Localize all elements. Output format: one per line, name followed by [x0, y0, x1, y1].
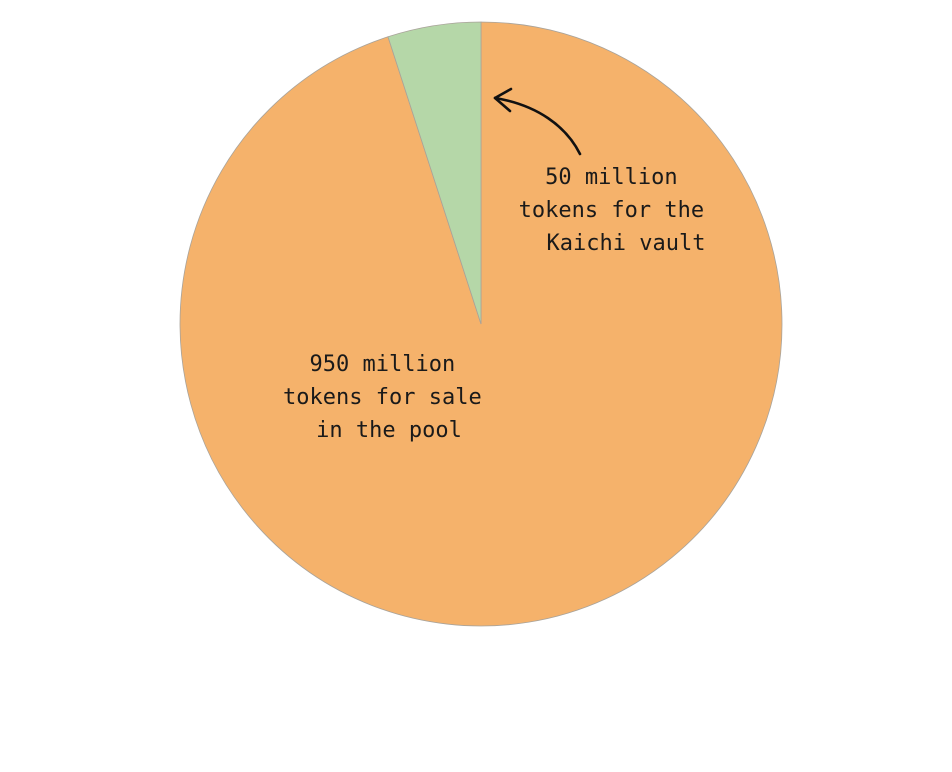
- vault-slice-label: 50 million tokens for the Kaichi vault: [519, 165, 718, 256]
- pie-slices: [179, 21, 783, 627]
- curved-arrow-icon: [493, 87, 582, 156]
- vault-label-line-1: 50 million: [545, 165, 677, 190]
- pool-label-line-3: in the pool: [316, 418, 462, 443]
- pool-slice-label: 950 million tokens for sale in the pool: [283, 352, 495, 443]
- pool-label-line-2: tokens for sale: [283, 385, 482, 410]
- pie-slice-vault: [387, 21, 482, 325]
- vault-label-line-3: Kaichi vault: [547, 231, 706, 256]
- vault-label-line-2: tokens for the: [519, 198, 704, 223]
- pool-label-line-1: 950 million: [310, 352, 456, 377]
